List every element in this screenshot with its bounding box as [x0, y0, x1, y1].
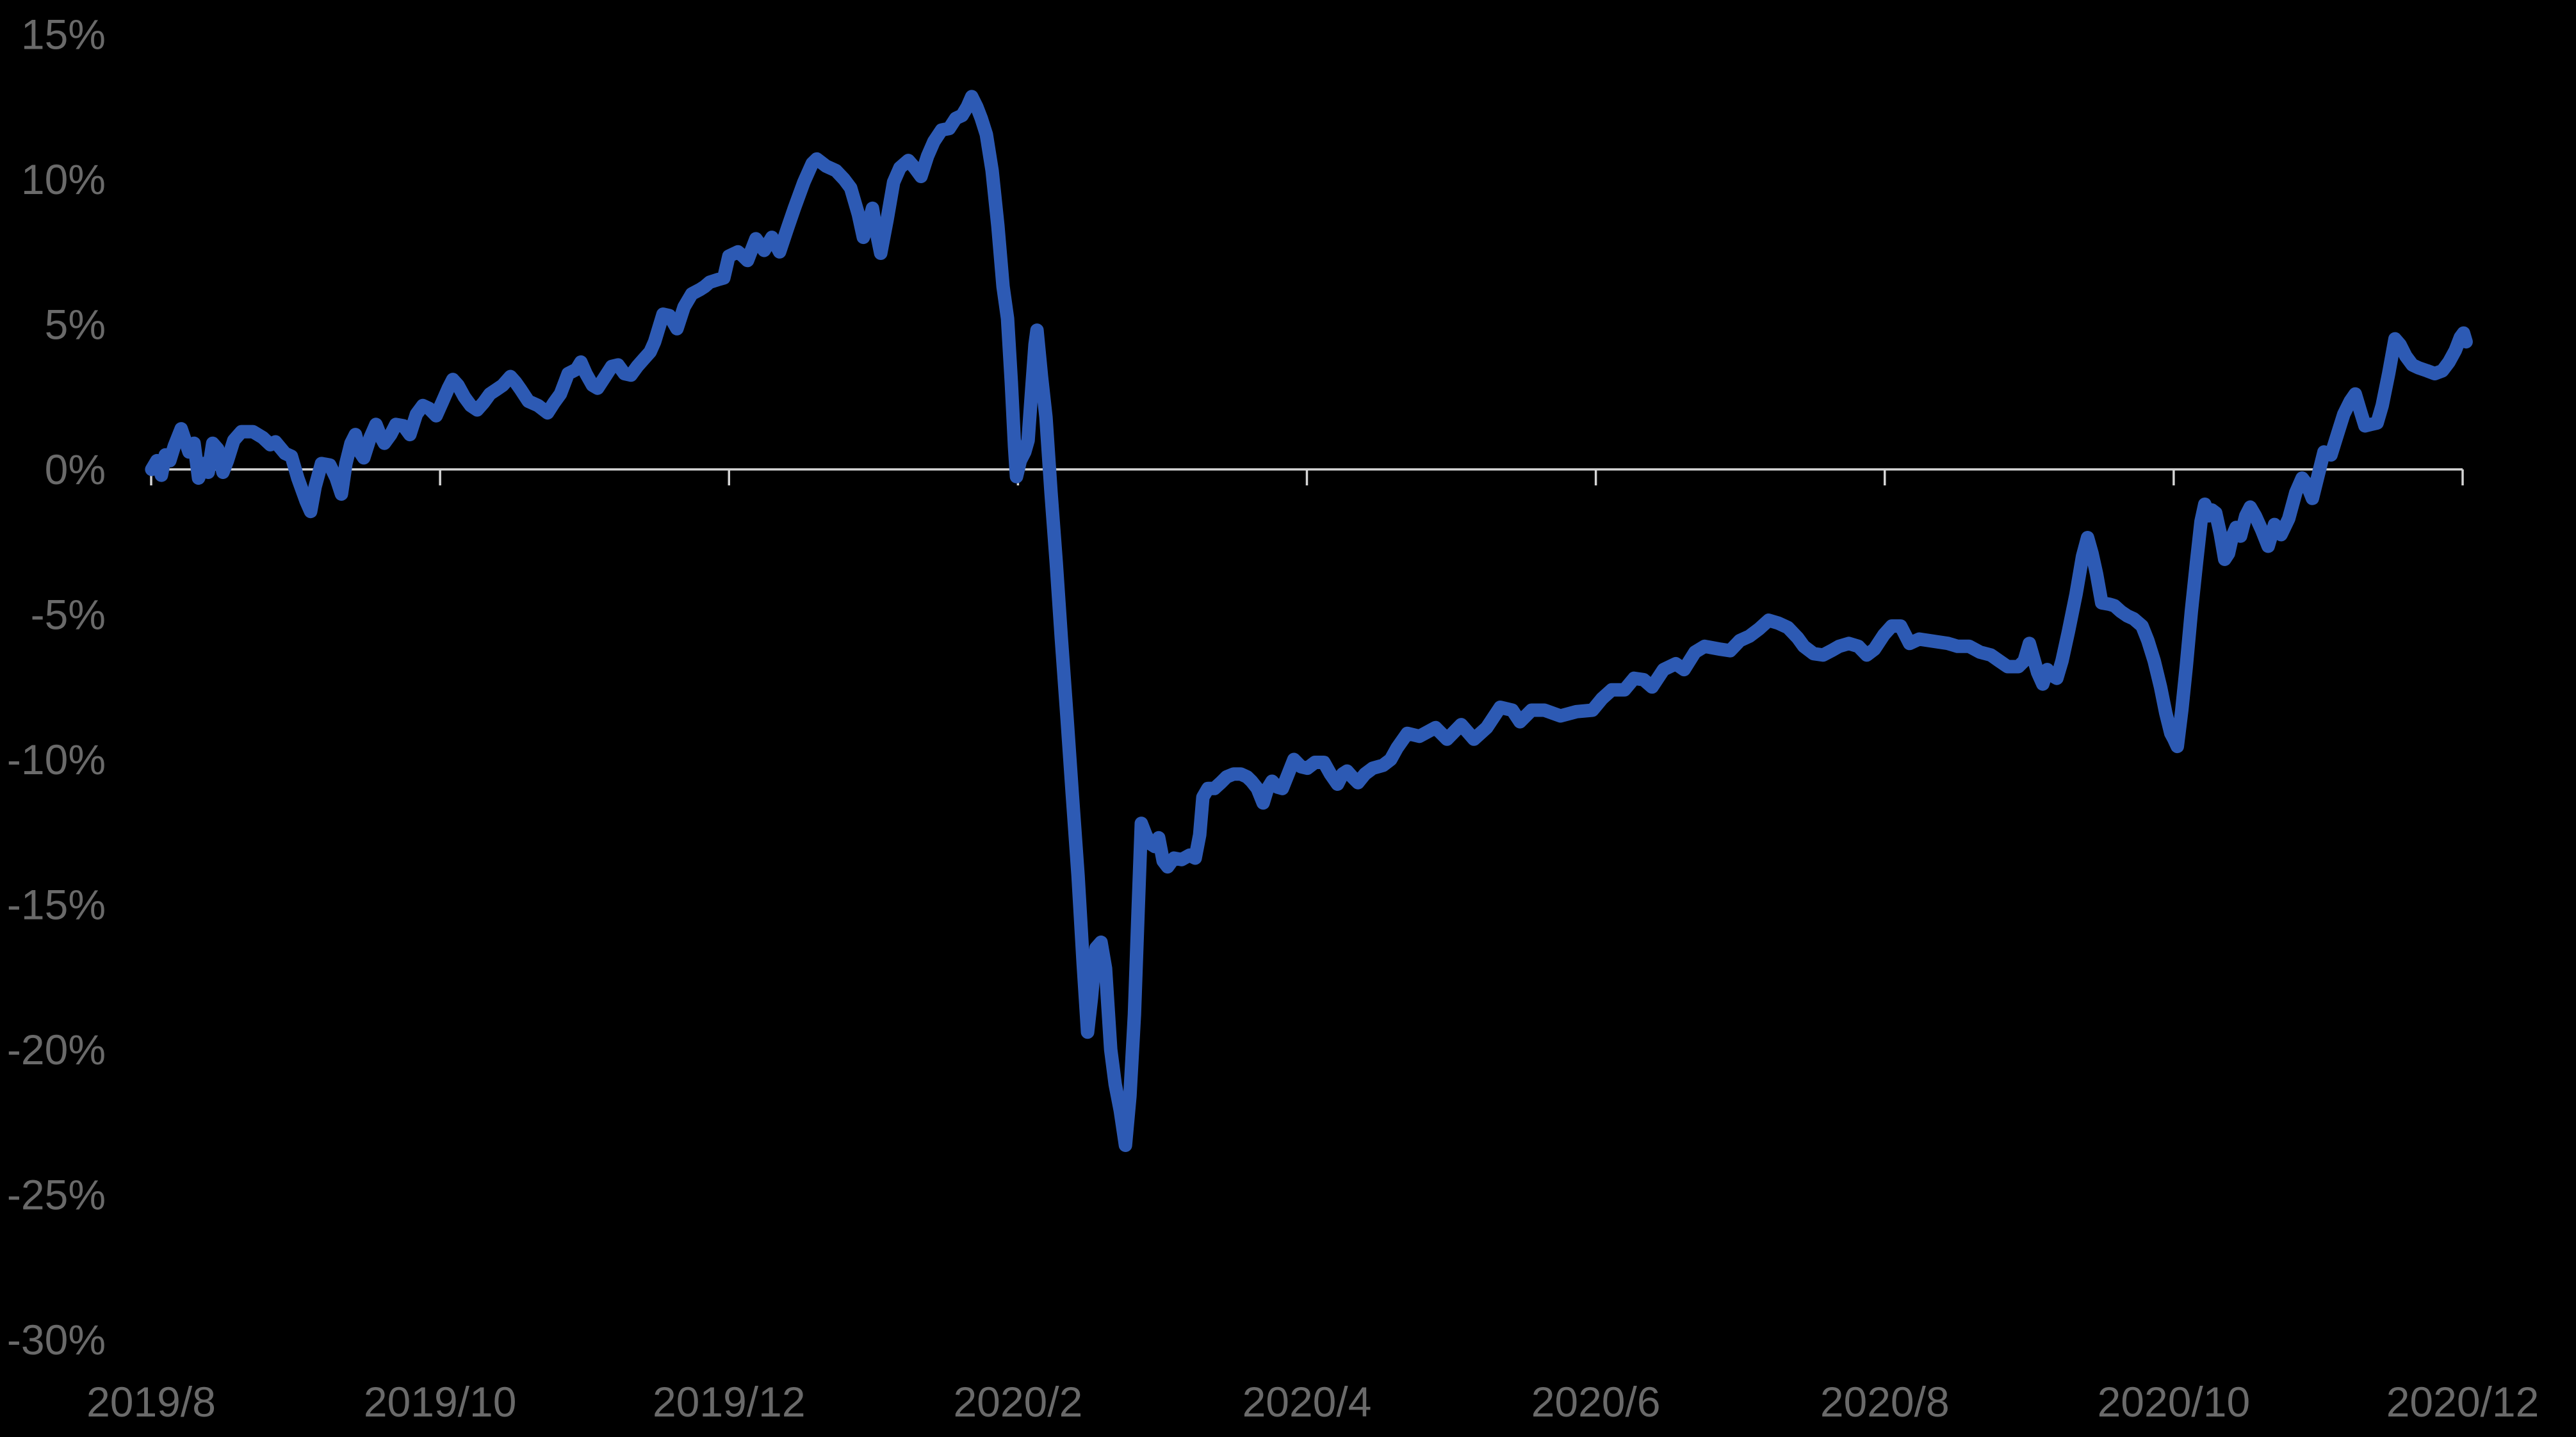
y-axis-tick-label: 5%	[45, 301, 106, 348]
x-axis-tick-label: 2020/4	[1243, 1378, 1372, 1425]
y-axis-tick-label: 0%	[45, 446, 106, 493]
y-axis-tick-label: -30%	[7, 1316, 106, 1363]
x-axis-tick-label: 2019/10	[364, 1378, 517, 1425]
x-axis-tick-label: 2020/10	[2098, 1378, 2251, 1425]
x-axis-tick-label: 2019/8	[86, 1378, 216, 1425]
y-axis-tick-label: 15%	[21, 11, 106, 58]
x-axis-tick-label: 2020/8	[1820, 1378, 1950, 1425]
y-axis-tick-label: -15%	[7, 881, 106, 929]
y-axis-tick-label: -5%	[31, 591, 106, 638]
y-axis-tick-label: -20%	[7, 1026, 106, 1073]
y-axis-tick-label: -10%	[7, 736, 106, 783]
x-axis-tick-label: 2020/12	[2386, 1378, 2539, 1425]
x-axis-tick-label: 2019/12	[653, 1378, 806, 1425]
series-line-cumulative-return-pct	[145, 90, 2473, 1152]
x-axis-tick-label: 2020/2	[953, 1378, 1082, 1425]
y-axis-tick-label: -25%	[7, 1171, 106, 1219]
y-axis-tick-label: 10%	[21, 156, 106, 203]
x-axis-tick-label: 2020/6	[1531, 1378, 1661, 1425]
